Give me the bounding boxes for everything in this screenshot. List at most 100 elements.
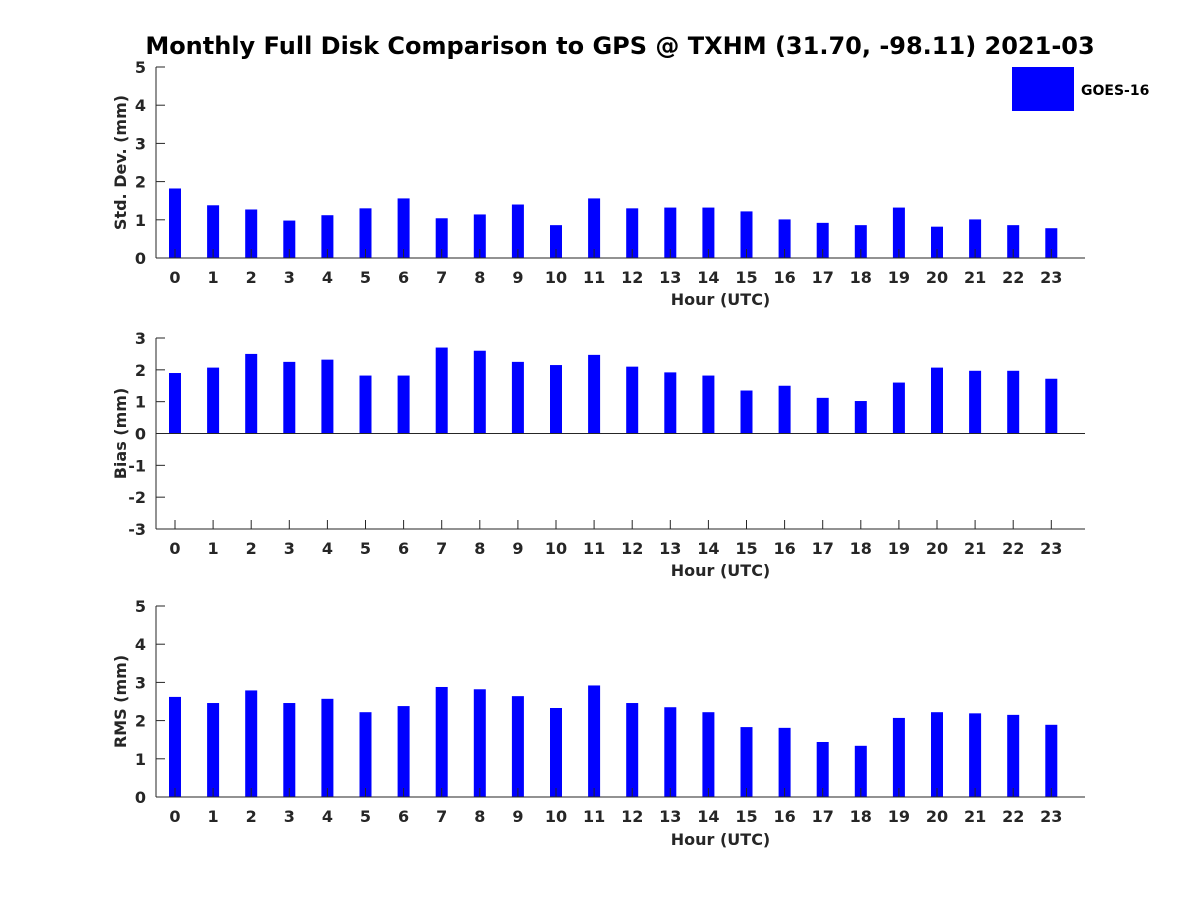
std-dev-x-tick-label: 5 — [360, 268, 371, 287]
bias-bar — [169, 373, 181, 434]
rms-x-tick-label: 1 — [208, 807, 219, 826]
std-dev-bar — [435, 218, 448, 258]
rms-bar — [778, 727, 791, 797]
bias-bar — [511, 361, 524, 434]
rms-x-tick-label: 9 — [512, 807, 523, 826]
rms-x-tick-label: 14 — [697, 807, 719, 826]
bias-x-tick-label: 12 — [621, 539, 643, 558]
bias-bar — [931, 367, 943, 434]
bias-x-tick-label: 21 — [964, 539, 986, 558]
rms-bar — [740, 727, 753, 797]
std-dev-bar — [283, 220, 296, 258]
std-dev-bar — [816, 222, 829, 258]
std-dev-bar — [207, 205, 220, 258]
bias-bar — [892, 382, 905, 434]
bias-bar — [778, 385, 791, 434]
bias-x-tick-label: 3 — [284, 539, 295, 558]
std-dev-bar — [854, 225, 867, 258]
bias-x-tick-label: 6 — [398, 539, 409, 558]
std-dev-x-tick-label: 9 — [512, 268, 523, 287]
std-dev-bar — [359, 208, 372, 258]
rms-y-tick-label: 0 — [135, 788, 146, 807]
std-dev-x-tick-label: 3 — [284, 268, 295, 287]
rms-x-tick-label: 17 — [812, 807, 834, 826]
rms-x-axis-label: Hour (UTC) — [671, 830, 771, 849]
std-dev-bar — [931, 226, 943, 258]
rms-x-tick-label: 6 — [398, 807, 409, 826]
bias-x-tick-label: 19 — [888, 539, 910, 558]
std-dev-x-tick-label: 16 — [773, 268, 795, 287]
rms-y-tick-label: 5 — [135, 597, 146, 616]
legend-swatch — [1012, 67, 1074, 111]
rms-bar — [588, 685, 601, 797]
legend-label: GOES-16 — [1081, 83, 1149, 99]
rms-bar — [245, 690, 258, 797]
bias-y-tick-label: 0 — [135, 425, 146, 444]
std-dev-x-tick-label: 12 — [621, 268, 643, 287]
std-dev-bar — [169, 188, 181, 258]
rms-bar — [1045, 724, 1058, 797]
rms-x-tick-label: 20 — [926, 807, 948, 826]
bias-bar — [321, 359, 334, 434]
bias-x-tick-label: 22 — [1002, 539, 1024, 558]
rms-bar — [359, 712, 372, 797]
std-dev-x-tick-label: 1 — [208, 268, 219, 287]
rms-x-tick-label: 8 — [474, 807, 485, 826]
rms-y-tick-label: 3 — [135, 673, 146, 692]
bias-x-tick-label: 23 — [1040, 539, 1062, 558]
rms-bar — [931, 712, 943, 797]
std-dev-y-tick-label: 0 — [135, 249, 146, 268]
rms-x-tick-label: 13 — [659, 807, 681, 826]
bias-bar — [969, 370, 982, 434]
rms-x-tick-label: 4 — [322, 807, 333, 826]
rms-bar — [969, 713, 982, 797]
rms-bar — [664, 707, 677, 797]
std-dev-bar — [626, 208, 639, 258]
rms-bar — [435, 686, 448, 797]
rms-bar — [550, 707, 562, 797]
rms-x-tick-label: 11 — [583, 807, 605, 826]
std-dev-x-tick-label: 11 — [583, 268, 605, 287]
std-dev-bar — [892, 207, 905, 258]
rms-bar — [283, 703, 296, 797]
std-dev-x-tick-label: 0 — [169, 268, 180, 287]
bias-bar — [1007, 370, 1020, 434]
bias-bar — [1045, 378, 1058, 434]
bias-y-tick-label: 2 — [135, 361, 146, 380]
std-dev-x-tick-label: 6 — [398, 268, 409, 287]
std-dev-bar — [664, 207, 677, 258]
rms-x-tick-label: 3 — [284, 807, 295, 826]
bias-bar — [435, 347, 448, 434]
bias-bar — [740, 390, 753, 434]
std-dev-x-tick-label: 10 — [545, 268, 567, 287]
std-dev-bar — [588, 198, 601, 258]
std-dev-bar — [550, 225, 562, 258]
bias-bar — [473, 350, 486, 434]
bias-x-tick-label: 13 — [659, 539, 681, 558]
rms-y-tick-label: 2 — [135, 712, 146, 731]
rms-bar — [397, 706, 410, 797]
std-dev-x-tick-label: 21 — [964, 268, 986, 287]
rms-x-tick-label: 12 — [621, 807, 643, 826]
std-dev-bar — [740, 211, 753, 258]
rms-bar — [854, 745, 867, 797]
bias-y-tick-label: 3 — [135, 329, 146, 348]
std-dev-y-axis-label: Std. Dev. (mm) — [111, 95, 130, 230]
rms-y-axis-label: RMS (mm) — [111, 655, 130, 748]
bias-bar — [207, 367, 220, 434]
rms-x-tick-label: 0 — [169, 807, 180, 826]
bias-bar — [359, 375, 372, 434]
std-dev-y-tick-label: 5 — [135, 58, 146, 77]
bias-x-tick-label: 20 — [926, 539, 948, 558]
std-dev-x-tick-label: 13 — [659, 268, 681, 287]
std-dev-y-tick-label: 1 — [135, 211, 146, 230]
bias-y-tick-label: -2 — [128, 488, 146, 507]
std-dev-x-tick-label: 19 — [888, 268, 910, 287]
std-dev-x-tick-label: 15 — [735, 268, 757, 287]
std-dev-x-tick-label: 4 — [322, 268, 333, 287]
bias-x-tick-label: 10 — [545, 539, 567, 558]
chart-title: Monthly Full Disk Comparison to GPS @ TX… — [145, 32, 1094, 60]
std-dev-bar — [397, 198, 410, 258]
